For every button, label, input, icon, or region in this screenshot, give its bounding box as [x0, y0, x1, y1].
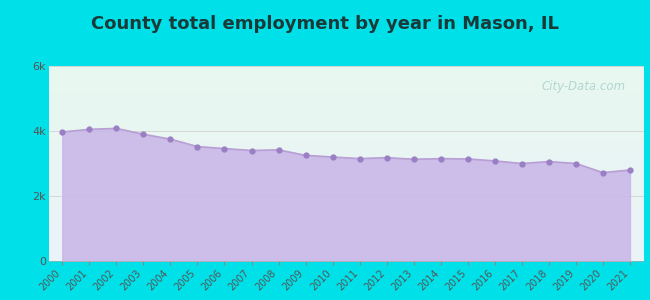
Point	[436, 156, 446, 161]
Point	[543, 159, 554, 164]
Point	[517, 161, 527, 166]
Point	[57, 130, 68, 134]
Text: City-Data.com: City-Data.com	[541, 80, 626, 93]
Point	[138, 132, 149, 137]
Point	[219, 146, 229, 151]
Point	[111, 126, 122, 131]
Point	[84, 127, 94, 132]
Point	[625, 168, 635, 172]
Point	[354, 156, 365, 161]
Point	[274, 147, 284, 152]
Point	[328, 154, 338, 159]
Point	[246, 148, 257, 153]
Point	[463, 157, 473, 161]
Point	[382, 155, 392, 160]
Point	[571, 161, 581, 166]
Text: County total employment by year in Mason, IL: County total employment by year in Mason…	[91, 15, 559, 33]
Point	[300, 153, 311, 158]
Point	[489, 158, 500, 163]
Point	[408, 157, 419, 162]
Point	[598, 170, 608, 175]
Point	[165, 137, 176, 142]
Point	[192, 144, 203, 149]
